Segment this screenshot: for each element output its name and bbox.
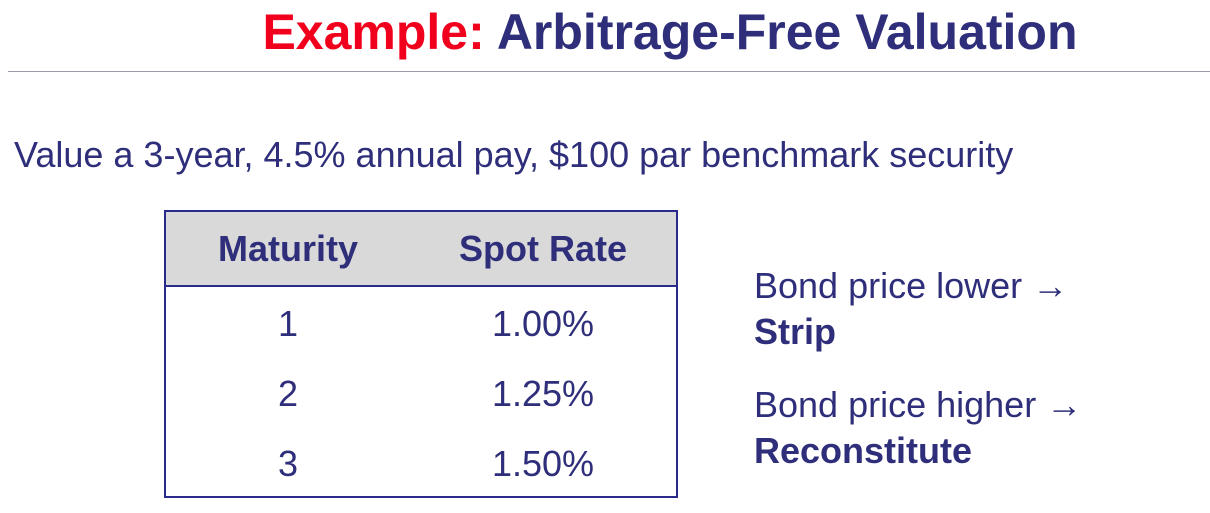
note-condition: Bond price lower →	[754, 265, 1069, 306]
note-action: Strip	[754, 311, 837, 352]
table-row: 1 1.00%	[166, 289, 676, 359]
title-divider	[8, 71, 1210, 72]
cell-spot-rate: 1.25%	[491, 373, 595, 414]
note-price-lower: Bond price lower → Strip	[754, 263, 1068, 355]
table-row: 2 1.25%	[166, 359, 676, 429]
cell-spot-rate: 1.50%	[491, 443, 595, 484]
header-spot-rate: Spot Rate	[458, 227, 627, 269]
note-action: Reconstitute	[754, 430, 973, 471]
table-row: 3 1.50%	[166, 429, 676, 499]
cell-maturity: 2	[277, 373, 299, 414]
title-main: Arbitrage-Free Valuation	[496, 4, 1078, 60]
cell-maturity: 3	[277, 443, 299, 484]
table-header-row: Maturity Spot Rate	[166, 212, 676, 287]
cell-maturity: 1	[277, 303, 299, 344]
slide-title: Example: Arbitrage-Free Valuation	[0, 2, 1210, 62]
note-price-higher: Bond price higher → Reconstitute	[754, 382, 1082, 474]
spot-rate-table: Maturity Spot Rate 1 1.00% 2 1.25% 3 1.5…	[164, 210, 678, 498]
note-condition: Bond price higher →	[754, 384, 1083, 425]
cell-spot-rate: 1.00%	[491, 303, 595, 344]
header-maturity: Maturity	[217, 227, 358, 269]
title-lead: Example:	[262, 4, 485, 60]
problem-statement: Value a 3-year, 4.5% annual pay, $100 pa…	[14, 134, 1014, 175]
